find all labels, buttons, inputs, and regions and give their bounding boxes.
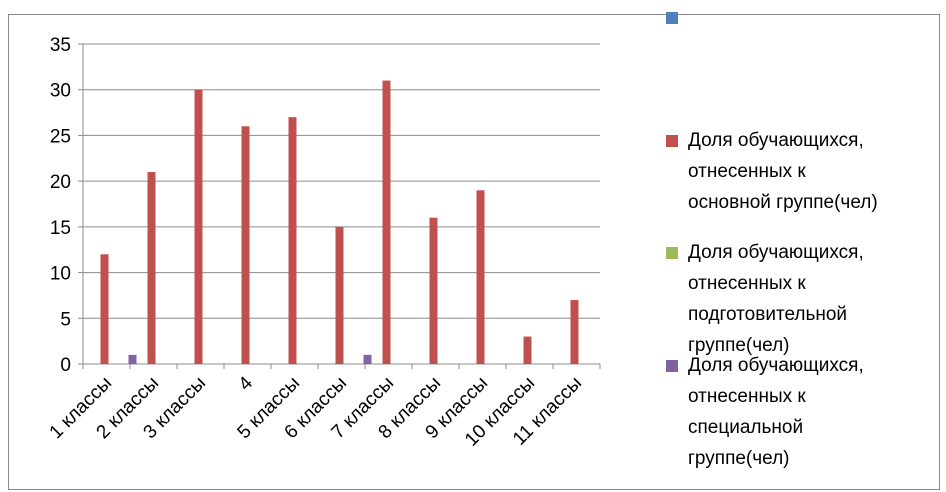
y-tick-label: 35 bbox=[50, 35, 71, 56]
legend-label-preparatory-group: Доля обучающихся, отнесенных к подготови… bbox=[688, 242, 864, 356]
bar bbox=[128, 354, 137, 364]
y-tick-labels: 0 5 10 15 20 25 30 35 bbox=[50, 35, 71, 376]
legend-swatch-purple bbox=[666, 360, 678, 372]
y-tick-label: 5 bbox=[60, 309, 71, 330]
x-tick-label: 4 bbox=[235, 372, 258, 395]
bar bbox=[382, 80, 391, 365]
legend-label-special-group: Доля обучающихся, отнесенных к специальн… bbox=[688, 355, 864, 469]
bar bbox=[241, 126, 250, 365]
bars bbox=[100, 80, 579, 365]
gridlines bbox=[83, 43, 600, 319]
bar bbox=[570, 300, 579, 364]
bar bbox=[476, 190, 485, 364]
bar bbox=[335, 226, 344, 364]
chart-frame bbox=[8, 14, 940, 490]
y-tick-label: 0 bbox=[60, 355, 71, 376]
legend-label-main-group: Доля обучающихся, отнесенных к основной … bbox=[688, 130, 878, 213]
bar bbox=[100, 254, 109, 364]
bar bbox=[288, 117, 297, 365]
chart-legend: Доля обучающихся, отнесенных к основной … bbox=[666, 10, 941, 490]
bar bbox=[523, 336, 532, 364]
y-tick-label: 30 bbox=[50, 81, 71, 102]
legend-swatch-red bbox=[666, 135, 678, 147]
legend-swatch-green bbox=[666, 247, 678, 259]
y-tick-label: 15 bbox=[50, 218, 71, 239]
y-tick-label: 25 bbox=[50, 126, 71, 147]
bar bbox=[194, 89, 203, 364]
bar bbox=[147, 172, 156, 364]
bar bbox=[429, 217, 438, 364]
y-tick-label: 20 bbox=[50, 172, 71, 193]
bar bbox=[363, 354, 372, 364]
legend-swatch-blue bbox=[666, 12, 678, 24]
y-tick-label: 10 bbox=[50, 264, 71, 285]
